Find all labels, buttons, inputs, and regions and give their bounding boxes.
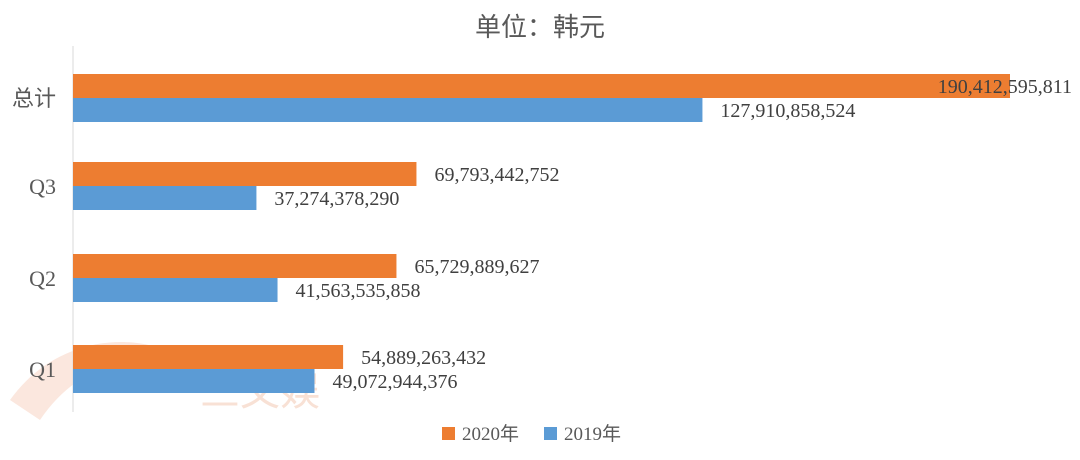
data-label: 65,729,889,627 <box>414 256 539 278</box>
bar-2020 <box>73 74 1010 98</box>
bar-2020 <box>73 254 397 278</box>
watermark-swoosh <box>10 342 190 420</box>
bar-2019 <box>73 186 257 210</box>
category-label: Q1 <box>29 357 56 382</box>
data-labels: 190,412,595,811 127,910,858,524 69,793,442… <box>274 76 1072 393</box>
bar-2019 <box>73 369 315 393</box>
bars <box>73 74 1010 393</box>
legend-swatch-2020 <box>442 427 455 440</box>
legend: 2020年 2019年 <box>442 423 621 445</box>
chart-title: 单位：韩元 <box>475 13 605 42</box>
data-label: 37,274,378,290 <box>274 188 399 210</box>
bar-2019 <box>73 98 703 122</box>
data-label: 41,563,535,858 <box>296 280 421 302</box>
bar-2019 <box>73 278 278 302</box>
data-label: 69,793,442,752 <box>434 164 559 186</box>
bar-2020 <box>73 345 344 369</box>
legend-label-2020: 2020年 <box>462 423 519 445</box>
legend-swatch-2019 <box>544 427 557 440</box>
category-label: 总计 <box>12 86 56 111</box>
legend-label-2019: 2019年 <box>564 423 621 445</box>
data-label: 127,910,858,524 <box>720 100 855 122</box>
category-label: Q2 <box>29 266 56 291</box>
data-label: 54,889,263,432 <box>361 347 486 369</box>
data-label: 49,072,944,376 <box>332 371 457 393</box>
data-label: 190,412,595,811 <box>938 76 1072 98</box>
bar-2020 <box>73 162 417 186</box>
category-labels: 总计 Q3 Q2 Q1 <box>12 86 56 382</box>
category-label: Q3 <box>29 174 56 199</box>
